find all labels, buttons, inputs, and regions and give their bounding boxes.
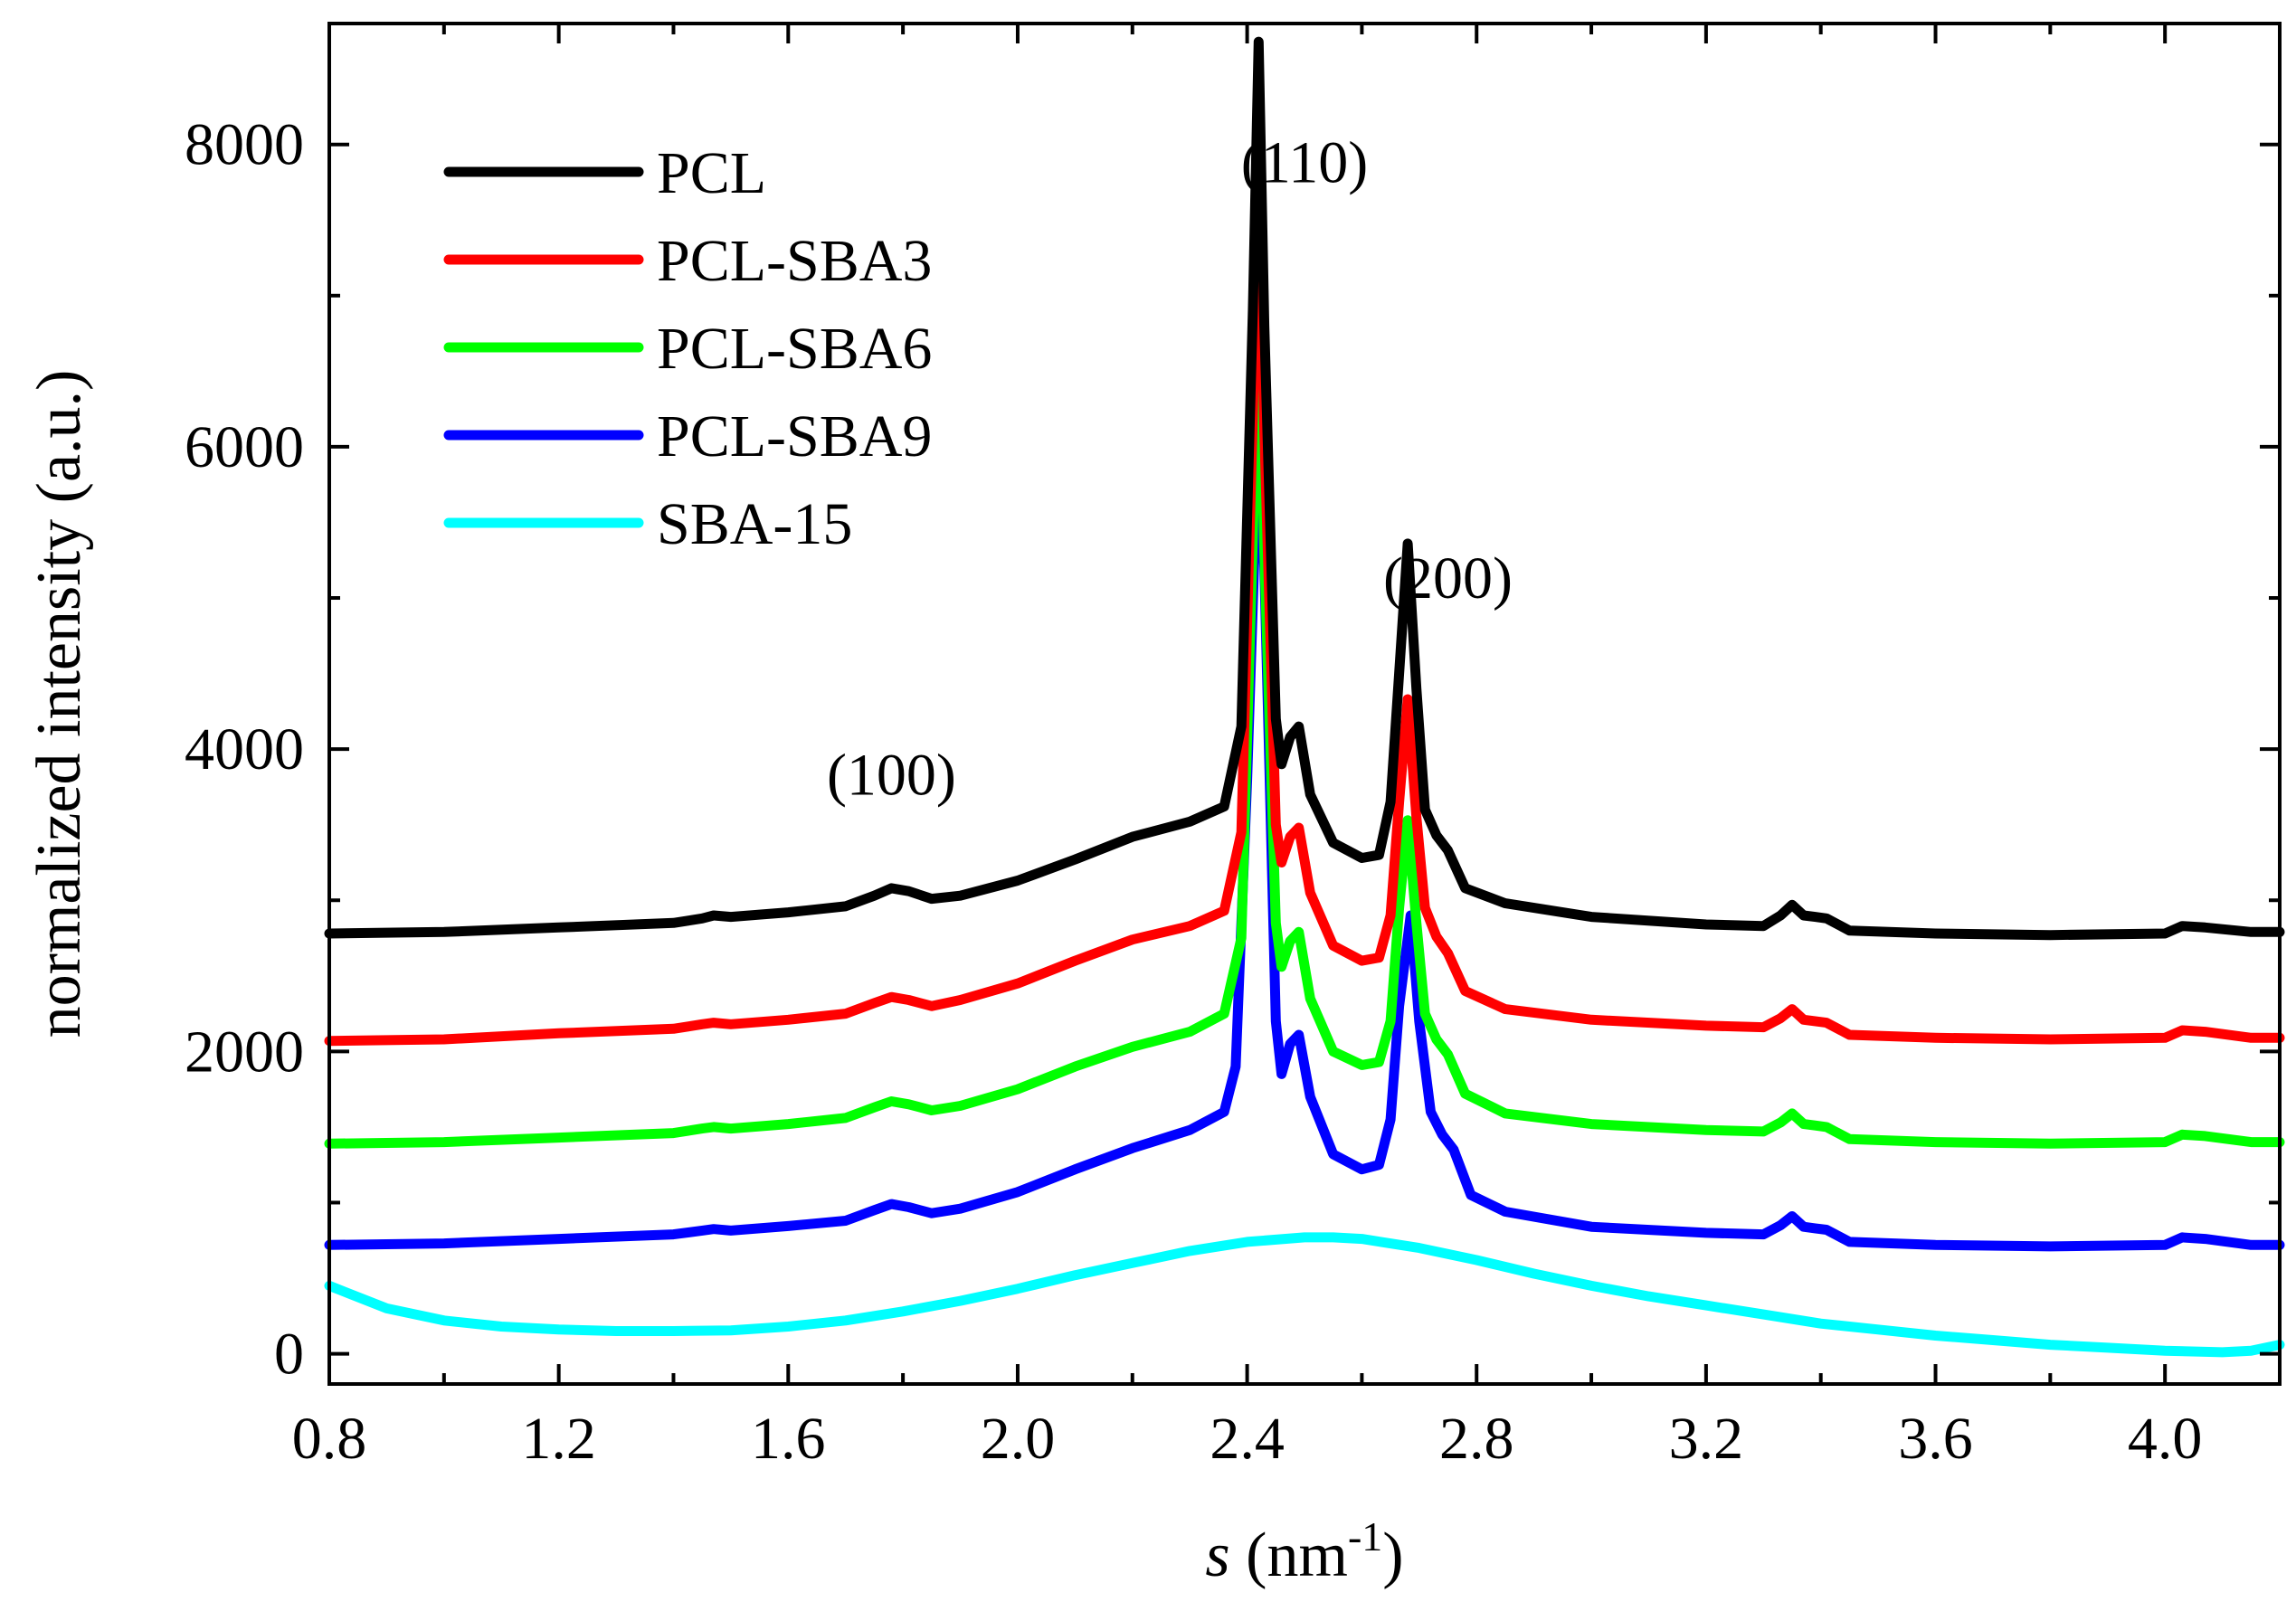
legend: PCL PCL-SBA3 PCL-SBA6 PCL-SBA9 SBA-15: [443, 140, 932, 557]
y-tick-label: 8000: [185, 112, 304, 178]
ticks-layer: [327, 24, 2282, 1384]
x-tick-label: 3.2: [1669, 1406, 1744, 1472]
x-axis-title: s (nm-1): [1205, 1513, 1403, 1590]
y-axis-title: normalized intensity (a.u.): [24, 370, 94, 1038]
series-line-pcl-sba6: [324, 298, 2285, 1149]
y-tick-label: 4000: [185, 716, 304, 782]
legend-label: SBA-15: [657, 491, 852, 557]
x-tick-label: 2.4: [1210, 1406, 1285, 1472]
plot-frame: [327, 22, 2282, 1386]
x-tick-label: 0.8: [292, 1406, 367, 1472]
x-axis-title-symbol: s: [1205, 1521, 1229, 1590]
y-tick-label: 0: [274, 1322, 304, 1388]
x-tick-label: 4.0: [2128, 1406, 2203, 1472]
peak-annotation: (100): [827, 742, 956, 808]
x-axis-title-exponent: -1: [1348, 1513, 1382, 1559]
x-axis-title-unit: (nm: [1230, 1521, 1348, 1590]
y-tick-label: 2000: [185, 1019, 304, 1085]
series-line-pcl-sba3: [324, 154, 2285, 1047]
series-line-pcl-sba9: [324, 419, 2285, 1252]
peak-annotation: (110): [1241, 129, 1369, 195]
x-tick-label: 1.2: [521, 1406, 596, 1472]
y-tick-label: 6000: [185, 414, 304, 480]
peak-annotation: (200): [1383, 545, 1513, 611]
x-tick-label: 3.6: [1898, 1406, 1973, 1472]
series-line-sba-15: [324, 1232, 2285, 1358]
legend-label: PCL-SBA9: [657, 403, 932, 469]
legend-label: PCL-SBA6: [657, 316, 932, 382]
legend-label: PCL-SBA3: [657, 228, 932, 294]
x-axis-title-close: ): [1382, 1521, 1403, 1590]
x-tick-label: 1.6: [751, 1406, 826, 1472]
tick-labels: 0.8 1.2 1.6 2.0 2.4 2.8 3.2 3.6 4.0 0 2000 4000 6000…: [185, 112, 2202, 1472]
series-line-pcl: [324, 36, 2285, 941]
legend-label: PCL: [657, 140, 766, 206]
annotations: (100) (110) (200): [827, 129, 1513, 808]
x-tick-label: 2.8: [1439, 1406, 1514, 1472]
series-layer: [324, 36, 2285, 1358]
x-tick-label: 2.0: [981, 1406, 1056, 1472]
